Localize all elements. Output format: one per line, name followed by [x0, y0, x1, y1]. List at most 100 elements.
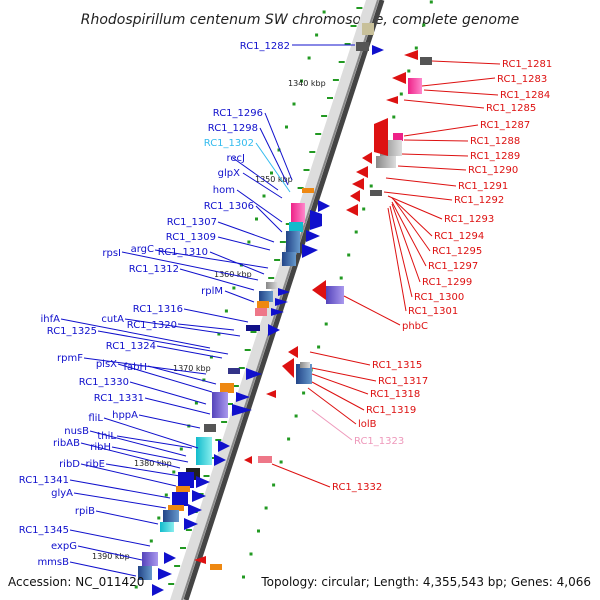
tick-right [339, 276, 343, 280]
forward-label-leaders [60, 44, 355, 577]
tick-left [292, 102, 296, 106]
gene-label[interactable]: RC1_1285 [486, 103, 536, 114]
gene-label[interactable]: RC1_1287 [480, 120, 530, 131]
map-title: Rhodospirillum centenum SW chromosome, c… [81, 12, 520, 28]
gene-label[interactable]: RC1_1320 [127, 320, 177, 331]
gene-label[interactable]: RC1_1318 [370, 389, 420, 400]
gene-label[interactable]: phbC [402, 321, 428, 332]
gene-label[interactable]: RC1_1288 [470, 136, 520, 147]
gene-label[interactable]: rpmF [57, 353, 83, 364]
gene-label[interactable]: RC1_1293 [444, 214, 494, 225]
gene-label[interactable]: RC1_1289 [470, 151, 520, 162]
tick-left [315, 33, 319, 37]
gene-label[interactable]: hppA [112, 410, 138, 421]
gene-label[interactable]: fabH [123, 362, 147, 373]
tick-inner [180, 547, 186, 549]
gene-label[interactable]: expG [51, 541, 77, 552]
gene-label[interactable]: RC1_1300 [414, 292, 464, 303]
gene-label[interactable]: RC1_1281 [502, 59, 552, 70]
gene-label-highlight[interactable]: RC1_1302 [204, 138, 254, 149]
gene-label[interactable]: RC1_1325 [47, 326, 97, 337]
tick-left [285, 125, 288, 129]
gene-label[interactable]: RC1_1299 [422, 277, 472, 288]
gene-label[interactable]: fliL [88, 413, 103, 424]
gene-label[interactable]: RC1_1315 [372, 360, 422, 371]
gene-label[interactable]: RC1_1316 [133, 304, 183, 315]
tick-inner [356, 7, 363, 9]
kbp-label-1350: 1350 kbp [255, 175, 293, 184]
gene-label[interactable]: RC1_1290 [468, 165, 518, 176]
gene-label[interactable]: plsX [96, 359, 117, 370]
gene-label[interactable]: RC1_1295 [432, 246, 482, 257]
gene-label[interactable]: RC1_1309 [166, 232, 216, 243]
tick-left [209, 355, 213, 359]
gene-label[interactable]: rpsI [102, 248, 121, 259]
tick-inner [315, 133, 322, 135]
gene-label[interactable]: RC1_1307 [167, 217, 217, 228]
tick-right [429, 0, 433, 4]
tick-inner [321, 115, 328, 117]
gene-label[interactable]: RC1_1297 [428, 261, 478, 272]
gene-label[interactable]: recJ [227, 153, 246, 164]
gene-label[interactable]: mmsB [37, 557, 69, 568]
tick-inner [303, 169, 310, 171]
gene-label[interactable]: RC1_1310 [158, 247, 208, 258]
gene-label[interactable]: RC1_1284 [500, 90, 550, 101]
gene-label[interactable]: ribD [59, 459, 80, 470]
gene-label[interactable]: RC1_1294 [434, 231, 484, 242]
reverse-gene-labels: RC1_1281 RC1_1283 RC1_1284 RC1_1285 RC1_… [332, 59, 552, 493]
gene-label[interactable]: RC1_1331 [94, 393, 144, 404]
tick-right [414, 46, 418, 50]
reverse-label-leaders [271, 60, 501, 488]
gene-label[interactable]: RC1_1332 [332, 482, 382, 493]
tick-right [324, 322, 328, 326]
gene-label[interactable]: RC1_1283 [497, 74, 547, 85]
gene-label[interactable]: cutA [101, 314, 124, 325]
gene-label[interactable]: RC1_1298 [208, 123, 258, 134]
gene-label[interactable]: RC1_1345 [19, 525, 69, 536]
gene-label[interactable]: thiL [97, 431, 116, 442]
gene-label[interactable]: hom [213, 185, 235, 196]
tick-left [134, 585, 138, 589]
gene-label[interactable]: RC1_1306 [204, 201, 254, 212]
gene-label[interactable]: RC1_1296 [213, 108, 263, 119]
gene-label[interactable]: RC1_1319 [366, 405, 416, 416]
tick-inner [350, 25, 357, 27]
tick-inner [203, 475, 210, 477]
gene-label[interactable]: lolB [358, 419, 377, 430]
gene-label[interactable]: RC1_1317 [378, 376, 428, 387]
leader-highlight-reverse [311, 409, 353, 441]
leader-highlight-forward [255, 142, 291, 193]
tick-inner [250, 331, 257, 333]
gene-label[interactable]: RC1_1292 [454, 195, 504, 206]
tick-left [322, 10, 326, 14]
gene-label[interactable]: RC1_1330 [79, 377, 129, 388]
gene-label[interactable]: RC1_1341 [19, 475, 69, 486]
gene-label[interactable]: argC [131, 244, 154, 255]
gene-label[interactable]: rplM [201, 286, 223, 297]
gene-label[interactable]: RC1_1312 [129, 264, 179, 275]
accession-text: Accession: NC_011420 [8, 575, 144, 589]
gene-label[interactable]: ribH [90, 442, 111, 453]
gene-label[interactable]: RC1_1282 [240, 41, 290, 52]
tick-inner [338, 61, 345, 63]
gene-label[interactable]: RC1_1291 [458, 181, 508, 192]
tick-inner [209, 457, 216, 459]
gene-label[interactable]: ribAB [53, 438, 80, 449]
gene-label[interactable]: RC1_1324 [106, 341, 156, 352]
gene-label[interactable]: RC1_1301 [408, 306, 458, 317]
tick-left [164, 493, 168, 497]
tick-right [399, 92, 403, 96]
tick-left [232, 286, 236, 290]
tick-right [422, 23, 426, 27]
gene-label[interactable]: ihfA [41, 314, 61, 325]
tick-right [279, 460, 283, 464]
gene-label[interactable]: rpiB [75, 506, 95, 517]
gene-label-highlight[interactable]: RC1_1323 [354, 436, 404, 447]
gene-label[interactable]: glpX [218, 168, 240, 179]
gene-label[interactable]: glyA [51, 488, 73, 499]
gene-label[interactable]: nusB [64, 426, 89, 437]
tick-right [272, 483, 276, 487]
tick-inner [215, 439, 222, 441]
gene-label[interactable]: ribE [85, 459, 105, 470]
